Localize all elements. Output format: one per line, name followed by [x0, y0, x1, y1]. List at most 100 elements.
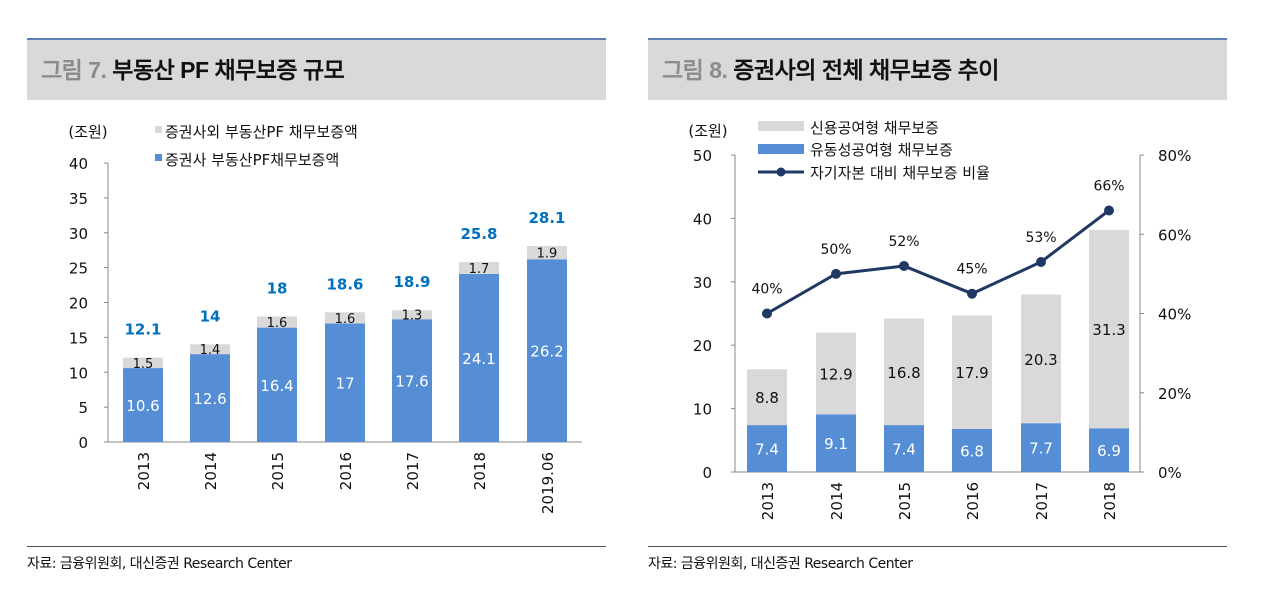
- left-figure-header: 그림 7. 부동산 PF 채무보증 규모: [27, 38, 606, 100]
- data-label-other: 1.9: [537, 247, 558, 262]
- data-label-securities: 26.2: [530, 343, 563, 361]
- bar-securities: [325, 323, 365, 442]
- bar-credit: [1021, 294, 1061, 424]
- bar-credit: [952, 315, 992, 429]
- data-label-liquidity: 7.7: [1029, 440, 1053, 458]
- total-label: 28.1: [528, 209, 565, 227]
- y-tick-label: 5: [78, 399, 88, 417]
- y2-tick-label: 60%: [1158, 226, 1191, 244]
- bar-liquidity: [952, 428, 992, 472]
- legend-swatch-securities: [155, 154, 162, 161]
- legend-label-other: 증권사외 부동산PF 채무보증액: [165, 123, 358, 141]
- total-label: 18: [267, 279, 288, 297]
- data-label-credit: 31.3: [1092, 321, 1125, 339]
- left-figure-title: 부동산 PF 채무보증 규모: [112, 57, 345, 83]
- x-tick-label: 2014: [828, 482, 846, 520]
- bar-other: [257, 316, 297, 328]
- data-label-credit: 12.9: [819, 365, 852, 383]
- x-tick-label: 2013: [135, 452, 153, 490]
- x-tick-label: 2017: [404, 452, 422, 490]
- bar-credit: [816, 332, 856, 415]
- legend-label-liquidity: 유동성공여형 채무보증: [810, 141, 953, 159]
- y-tick-label: 35: [69, 190, 88, 208]
- data-label-other: 1.6: [267, 316, 288, 331]
- y-tick-label: 40: [693, 210, 712, 228]
- bar-securities: [527, 259, 567, 442]
- y-tick-label: 30: [69, 225, 88, 243]
- data-label-credit: 16.8: [887, 364, 920, 382]
- y-tick-label: 30: [693, 274, 712, 292]
- data-label-securities: 16.4: [260, 377, 293, 395]
- data-label-liquidity: 9.1: [824, 435, 848, 453]
- bar-credit: [1089, 229, 1129, 429]
- bar-securities: [190, 354, 230, 442]
- right-figure-number: 그림 8.: [662, 57, 728, 83]
- ratio-label: 50%: [820, 242, 851, 258]
- bar-liquidity: [884, 425, 924, 472]
- data-label-other: 1.5: [133, 357, 154, 372]
- bar-securities: [257, 327, 297, 442]
- data-label-other: 1.4: [200, 343, 221, 358]
- x-tick-label: 2014: [202, 452, 220, 490]
- total-label: 12.1: [124, 321, 161, 339]
- x-tick-label: 2017: [1033, 482, 1051, 520]
- bar-other: [459, 262, 499, 274]
- x-tick-label: 2015: [896, 482, 914, 520]
- ratio-label: 45%: [956, 262, 987, 278]
- y-tick-label: 0: [78, 434, 88, 452]
- y-axis-unit: (조원): [68, 123, 107, 141]
- x-tick-label: 2016: [964, 482, 982, 520]
- data-label-liquidity: 6.9: [1097, 442, 1121, 460]
- data-label-securities: 12.6: [193, 390, 226, 408]
- ratio-label: 40%: [751, 282, 782, 298]
- data-label-securities: 17: [335, 375, 354, 393]
- y-tick-label: 20: [69, 295, 88, 313]
- y2-tick-label: 80%: [1158, 147, 1191, 165]
- left-source: 자료: 금융위원회, 대신증권 Research Center: [27, 546, 606, 573]
- y-axis-unit: (조원): [688, 122, 727, 140]
- x-tick-label: 2016: [337, 452, 355, 490]
- y-tick-label: 10: [69, 364, 88, 382]
- x-tick-label: 2018: [471, 452, 489, 490]
- data-label-credit: 20.3: [1024, 351, 1057, 369]
- bar-credit: [884, 318, 924, 426]
- ratio-marker: [831, 268, 841, 279]
- legend-swatch-other: [155, 126, 162, 133]
- x-tick-label: 2018: [1101, 482, 1119, 520]
- total-label: 14: [200, 307, 221, 325]
- data-label-securities: 17.6: [395, 373, 428, 391]
- ratio-label: 53%: [1025, 230, 1056, 246]
- ratio-marker: [1104, 205, 1114, 216]
- data-label-securities: 10.6: [126, 397, 159, 415]
- bar-securities: [392, 319, 432, 442]
- y-tick-label: 0: [702, 464, 712, 482]
- bar-securities: [459, 273, 499, 442]
- total-label: 18.6: [326, 275, 363, 293]
- ratio-label: 66%: [1093, 178, 1124, 194]
- data-label-other: 1.3: [402, 309, 423, 324]
- y2-tick-label: 0%: [1158, 464, 1182, 482]
- ratio-label: 52%: [888, 234, 919, 250]
- bar-other: [190, 344, 230, 355]
- bar-other: [527, 246, 567, 260]
- total-label: 25.8: [460, 225, 497, 243]
- x-tick-label: 2013: [759, 482, 777, 520]
- ratio-marker: [762, 308, 772, 319]
- data-label-securities: 24.1: [462, 350, 495, 368]
- ratio-marker: [899, 260, 909, 271]
- bar-other: [123, 357, 163, 369]
- y-tick-label: 20: [693, 337, 712, 355]
- y-tick-label: 25: [69, 260, 88, 278]
- x-tick-label: 2015: [269, 452, 287, 490]
- y2-tick-label: 20%: [1158, 385, 1191, 403]
- legend-swatch-credit: [758, 121, 804, 131]
- ratio-marker: [967, 288, 977, 299]
- ratio-line: [766, 209, 1110, 315]
- bar-liquidity: [1021, 423, 1061, 472]
- y-tick-label: 10: [693, 401, 712, 419]
- data-label-credit: 17.9: [955, 364, 988, 382]
- ratio-marker: [1036, 256, 1046, 267]
- y2-tick-label: 40%: [1158, 306, 1191, 324]
- bar-other: [325, 312, 365, 324]
